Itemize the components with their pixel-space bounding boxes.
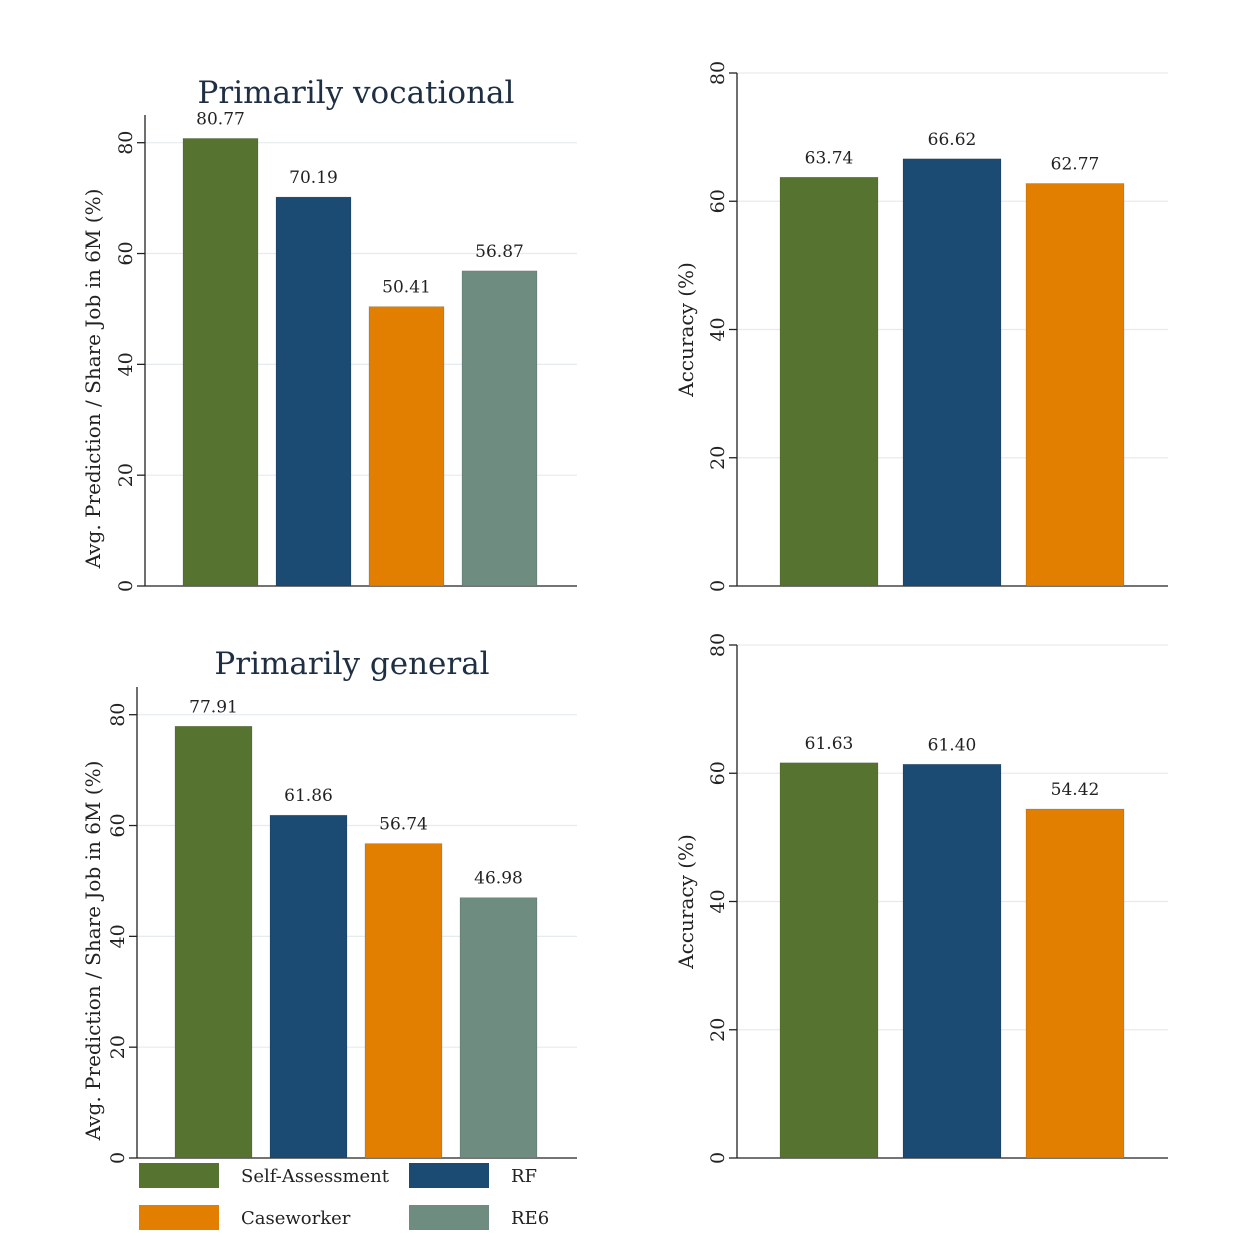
data-label: 56.74 — [379, 815, 428, 835]
y-tick-label: 60 — [707, 189, 729, 213]
chart-panel-3: 0 20 40 60 80 Avg. Prediction / Share Job in … — [81, 646, 577, 1164]
y-tick-label: 0 — [707, 580, 729, 592]
y-tick-label: 40 — [707, 317, 729, 341]
data-label: 77.91 — [189, 697, 238, 717]
data-label: 61.63 — [805, 734, 854, 754]
y-axis-label: Avg. Prediction / Share Job in 6M (%) — [81, 189, 105, 570]
chart-panel-1: 0 20 40 60 80 Avg. Prediction / Share Job in … — [81, 75, 577, 592]
y-axis-label: Accuracy (%) — [674, 262, 698, 398]
legend-swatch — [139, 1163, 219, 1188]
data-label: 80.77 — [196, 109, 245, 129]
data-label: 62.77 — [1051, 154, 1100, 174]
y-tick-label: 40 — [107, 924, 129, 948]
bar-self-assessment — [174, 725, 253, 1159]
data-label: 63.74 — [805, 148, 854, 168]
bar-caseworker — [1025, 808, 1125, 1159]
y-tick-label: 20 — [707, 446, 729, 470]
y-tick-label: 0 — [707, 1152, 729, 1164]
legend-label: RE6 — [511, 1208, 549, 1229]
legend-item: Caseworker — [139, 1205, 351, 1230]
y-tick-label: 60 — [115, 241, 137, 265]
legend: Self-Assessment RF Caseworker RE6 — [139, 1163, 549, 1230]
legend-swatch — [409, 1163, 489, 1188]
data-label: 61.86 — [284, 786, 333, 806]
chart-panel-2: 0 20 40 60 80 Accuracy (%) 63.74 66.62 62.77 — [674, 61, 1168, 592]
bar-caseworker — [364, 843, 443, 1159]
legend-item: RE6 — [409, 1205, 549, 1230]
chart-title: Primarily vocational — [198, 75, 515, 111]
y-tick-label: 0 — [115, 580, 137, 592]
y-axis-label: Avg. Prediction / Share Job in 6M (%) — [81, 761, 105, 1142]
chart-title: Primarily general — [214, 646, 489, 682]
bar-caseworker — [1025, 183, 1125, 587]
legend-item: RF — [409, 1163, 537, 1188]
bar-self-assessment — [779, 762, 879, 1159]
data-label: 56.87 — [475, 242, 524, 262]
data-label: 50.41 — [382, 278, 431, 298]
bar-rf — [902, 763, 1002, 1159]
data-label: 70.19 — [289, 168, 338, 188]
y-tick-label: 80 — [107, 703, 129, 727]
bar-rf — [269, 814, 348, 1159]
bar-self-assessment — [779, 176, 879, 587]
y-tick-label: 20 — [115, 463, 137, 487]
bar-re6 — [459, 897, 538, 1159]
y-axis-label: Accuracy (%) — [674, 834, 698, 970]
bar-self-assessment — [182, 138, 259, 587]
legend-label: RF — [511, 1166, 537, 1187]
y-tick-label: 20 — [707, 1018, 729, 1042]
data-label: 54.42 — [1051, 780, 1100, 800]
bar-caseworker — [368, 306, 445, 587]
y-tick-label: 80 — [707, 61, 729, 85]
y-tick-label: 40 — [115, 352, 137, 376]
chart-panel-4: 0 20 40 60 80 Accuracy (%) 61.63 61.40 54.42 — [674, 633, 1168, 1164]
legend-label: Caseworker — [241, 1208, 351, 1229]
y-tick-label: 80 — [115, 131, 137, 155]
y-tick-label: 20 — [107, 1035, 129, 1059]
bar-re6 — [461, 270, 538, 587]
bar-rf — [275, 196, 352, 587]
data-label: 46.98 — [474, 869, 523, 889]
legend-swatch — [409, 1205, 489, 1230]
data-label: 66.62 — [928, 130, 977, 150]
legend-swatch — [139, 1205, 219, 1230]
y-tick-label: 0 — [107, 1152, 129, 1164]
y-tick-label: 80 — [707, 633, 729, 657]
legend-label: Self-Assessment — [241, 1166, 390, 1187]
data-label: 61.40 — [928, 735, 977, 755]
y-tick-label: 60 — [707, 761, 729, 785]
bar-rf — [902, 158, 1002, 587]
legend-item: Self-Assessment — [139, 1163, 390, 1188]
y-tick-label: 60 — [107, 813, 129, 837]
y-tick-label: 40 — [707, 889, 729, 913]
